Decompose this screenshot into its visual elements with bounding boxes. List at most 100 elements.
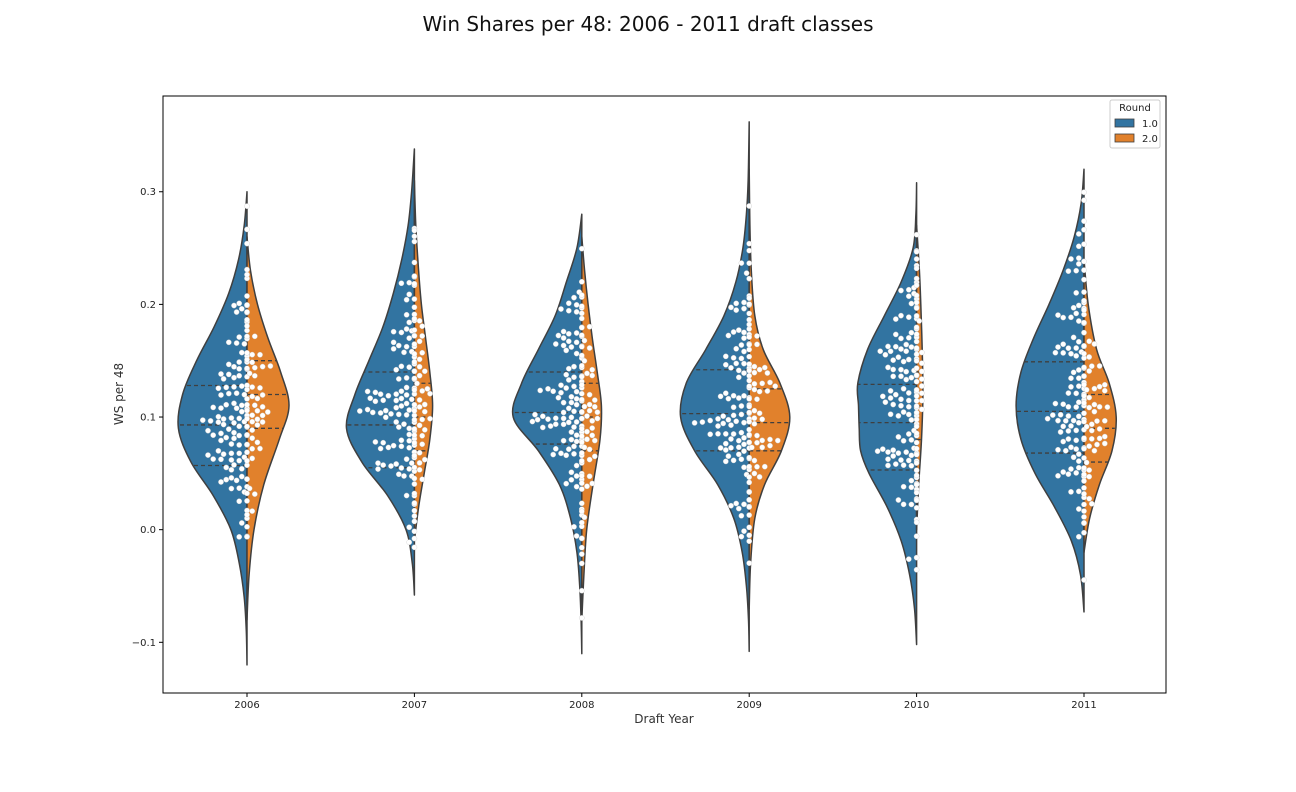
swarm-point-2010-round-1.0 [882, 399, 889, 405]
swarm-point-2006-round-1.0 [228, 441, 235, 447]
swarm-point-2007-round-1.0 [377, 410, 384, 416]
swarm-point-2006-round-1.0 [223, 434, 229, 441]
swarm-point-2011-round-1.0 [1076, 375, 1082, 381]
swarm-point-2006-round-1.0 [225, 390, 232, 397]
swarm-point-2007-round-1.0 [406, 444, 413, 451]
swarm-point-2007-round-2.0 [419, 441, 426, 448]
violin-2007-round-1.0 [345, 148, 416, 596]
swarm-point-2009-round-1.0 [723, 440, 729, 447]
swarm-point-2009-round-2.0 [759, 444, 766, 451]
swarm-point-2010-round-1.0 [893, 331, 899, 338]
swarm-point-2011-round-1.0 [1081, 218, 1087, 224]
swarm-point-2010-round-1.0 [906, 556, 912, 562]
swarm-point-2006-round-1.0 [231, 462, 237, 468]
swarm-point-2011-round-1.0 [1065, 345, 1072, 351]
swarm-point-2007-round-2.0 [411, 341, 418, 347]
swarm-point-2008-round-2.0 [581, 337, 588, 344]
swarm-point-2009-round-2.0 [764, 388, 771, 394]
swarm-point-2008-round-2.0 [592, 403, 598, 410]
swarm-point-2010-round-2.0 [913, 519, 920, 526]
swarm-point-2010-round-2.0 [913, 305, 920, 311]
swarm-point-2007-round-2.0 [416, 318, 423, 324]
swarm-point-2007-round-1.0 [372, 439, 379, 445]
swarm-point-2011-round-1.0 [1060, 438, 1066, 445]
swarm-point-2006-round-2.0 [244, 401, 250, 408]
swarm-point-2011-round-2.0 [1081, 400, 1087, 406]
swarm-point-2008-round-1.0 [566, 405, 572, 412]
swarm-point-2006-round-2.0 [264, 409, 271, 415]
swarm-point-2007-round-2.0 [427, 390, 433, 397]
swarm-point-2010-round-2.0 [919, 360, 925, 366]
swarm-point-2006-round-2.0 [249, 427, 255, 433]
swarm-point-2010-round-2.0 [913, 472, 920, 479]
swarm-point-2007-round-1.0 [390, 346, 397, 352]
swarm-point-2009-round-2.0 [754, 333, 760, 339]
swarm-point-2008-round-1.0 [545, 386, 551, 392]
legend-title: Round [1119, 103, 1151, 114]
swarm-point-2010-round-1.0 [898, 335, 904, 342]
swarm-point-2011-round-2.0 [1081, 491, 1087, 497]
swarm-point-2007-round-1.0 [395, 471, 402, 478]
swarm-point-2006-round-1.0 [220, 421, 227, 428]
swarm-point-2008-round-1.0 [558, 382, 564, 389]
swarm-point-2010-round-2.0 [913, 393, 920, 399]
swarm-point-2010-round-2.0 [919, 390, 925, 397]
swarm-point-2006-round-2.0 [257, 385, 263, 391]
swarm-point-2010-round-1.0 [908, 452, 915, 459]
swarm-point-2006-round-2.0 [244, 365, 250, 372]
x-axis: 2006 2007 2008 2009 2010 2011 [234, 693, 1097, 711]
swarm-point-2011-round-1.0 [1060, 350, 1066, 356]
swarm-point-2008-round-2.0 [579, 324, 585, 331]
swarm-point-2008-round-1.0 [573, 396, 580, 402]
swarm-point-2007-round-2.0 [414, 380, 420, 387]
swarm-point-2008-round-2.0 [594, 409, 601, 415]
swarm-point-2009-round-2.0 [746, 321, 753, 328]
swarm-point-2008-round-1.0 [566, 446, 572, 452]
swarm-point-2007-round-1.0 [398, 395, 405, 402]
swarm-point-2008-round-1.0 [571, 383, 577, 390]
swarm-point-2009-round-2.0 [754, 432, 760, 439]
swarm-point-2008-round-1.0 [571, 294, 577, 301]
swarm-point-2008-round-1.0 [558, 306, 564, 312]
swarm-point-2009-round-2.0 [751, 407, 758, 414]
swarm-point-2011-round-1.0 [1081, 514, 1087, 520]
swarm-point-2006-round-1.0 [223, 384, 229, 391]
swarm-point-2011-round-2.0 [1089, 363, 1095, 369]
swarm-point-2009-round-1.0 [733, 360, 740, 367]
swarm-point-2006-round-1.0 [233, 309, 240, 315]
swarm-point-2006-round-1.0 [205, 452, 211, 458]
swarm-point-2009-round-1.0 [723, 431, 729, 437]
swarm-point-2010-round-1.0 [887, 348, 894, 355]
swarm-point-2008-round-2.0 [581, 403, 588, 410]
swarm-point-2009-round-2.0 [751, 470, 758, 477]
y-tick-label: 0.0 [140, 525, 156, 536]
swarm-point-2007-round-2.0 [421, 368, 428, 374]
swarm-point-2008-round-2.0 [589, 432, 596, 439]
swarm-point-2007-round-2.0 [411, 490, 418, 497]
legend-label-round-2.0: 2.0 [1142, 134, 1158, 145]
swarm-point-2010-round-2.0 [919, 397, 925, 404]
swarm-point-2007-round-1.0 [388, 463, 394, 469]
swarm-point-2007-round-1.0 [403, 343, 410, 350]
swarm-point-2007-round-2.0 [419, 432, 426, 439]
swarm-point-2011-round-1.0 [1073, 446, 1079, 452]
violin-layer [177, 121, 1118, 666]
swarm-point-2010-round-1.0 [906, 431, 912, 437]
x-axis-label: Draft Year [634, 712, 694, 726]
swarm-point-2009-round-1.0 [733, 500, 740, 507]
swarm-point-2008-round-2.0 [589, 480, 596, 487]
swarm-point-2008-round-1.0 [566, 377, 572, 383]
swarm-point-2010-round-2.0 [913, 324, 920, 331]
swarm-point-2007-round-1.0 [385, 392, 392, 399]
swarm-point-2006-round-1.0 [215, 385, 222, 392]
swarm-point-2010-round-2.0 [913, 409, 920, 416]
swarm-point-2006-round-1.0 [244, 449, 250, 456]
swarm-point-2008-round-2.0 [584, 428, 590, 435]
swarm-point-2006-round-2.0 [244, 350, 250, 356]
x-tick-label: 2008 [569, 700, 594, 711]
swarm-point-2008-round-1.0 [560, 335, 567, 341]
swarm-point-2010-round-1.0 [887, 411, 894, 418]
swarm-point-2010-round-2.0 [913, 365, 920, 371]
swarm-point-2007-round-2.0 [421, 456, 428, 463]
swarm-point-2011-round-1.0 [1073, 427, 1079, 434]
